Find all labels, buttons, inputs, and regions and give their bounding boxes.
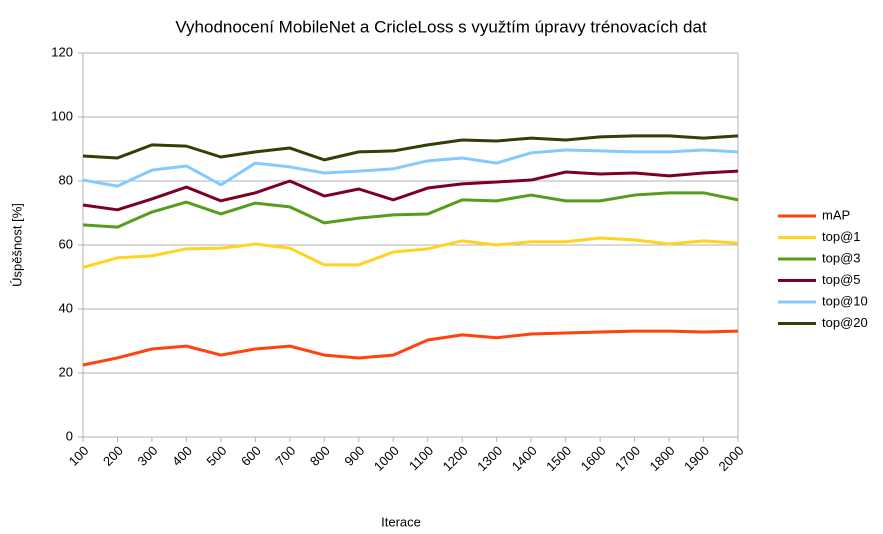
x-axis-label: Iterace <box>381 514 421 529</box>
y-tick-label: 0 <box>66 428 73 443</box>
x-tick-label: 1300 <box>474 443 505 474</box>
series-line <box>82 148 739 188</box>
x-tick-label: 1500 <box>543 443 574 474</box>
legend-label: top@5 <box>822 272 861 287</box>
x-tick-label: 400 <box>169 443 195 469</box>
x-tick-label: 700 <box>272 443 298 469</box>
x-tick-label: 200 <box>100 443 126 469</box>
x-tick-label: 600 <box>238 443 264 469</box>
x-tick-label: 800 <box>307 443 333 469</box>
y-tick-label: 80 <box>59 172 73 187</box>
y-tick-label: 100 <box>51 108 73 123</box>
x-tick-label: 1900 <box>681 443 712 474</box>
x-tick-label: 1100 <box>406 443 436 473</box>
series-line <box>82 236 739 269</box>
x-tick-label: 100 <box>66 443 92 469</box>
x-tick-label: 1700 <box>612 443 643 474</box>
x-tick-label: 300 <box>135 443 161 469</box>
chart-title: Vyhodnocení MobileNet a CricleLoss s vyu… <box>175 17 707 36</box>
y-tick-label: 20 <box>59 364 73 379</box>
series-line <box>82 329 739 367</box>
legend-label: top@3 <box>822 250 861 265</box>
legend-label: top@1 <box>822 229 861 244</box>
y-axis-label: Úspěšnost [%] <box>9 203 24 287</box>
x-tick-label: 1000 <box>371 443 402 474</box>
x-tick-label: 1200 <box>440 443 471 474</box>
legend-label: mAP <box>822 207 850 222</box>
x-tick-label: 500 <box>203 443 229 469</box>
series-line <box>82 134 739 162</box>
y-tick-label: 120 <box>51 44 73 59</box>
x-tick-label: 2000 <box>715 443 746 474</box>
legend-label: top@20 <box>822 315 868 330</box>
y-tick-label: 40 <box>59 300 73 315</box>
x-tick-label: 900 <box>341 443 367 469</box>
x-tick-label: 1800 <box>647 443 678 474</box>
series-line <box>82 169 739 212</box>
y-tick-label: 60 <box>59 236 73 251</box>
x-tick-label: 1600 <box>578 443 609 474</box>
legend-label: top@10 <box>822 293 868 308</box>
x-tick-label: 1400 <box>509 443 540 474</box>
series-line <box>82 191 739 229</box>
